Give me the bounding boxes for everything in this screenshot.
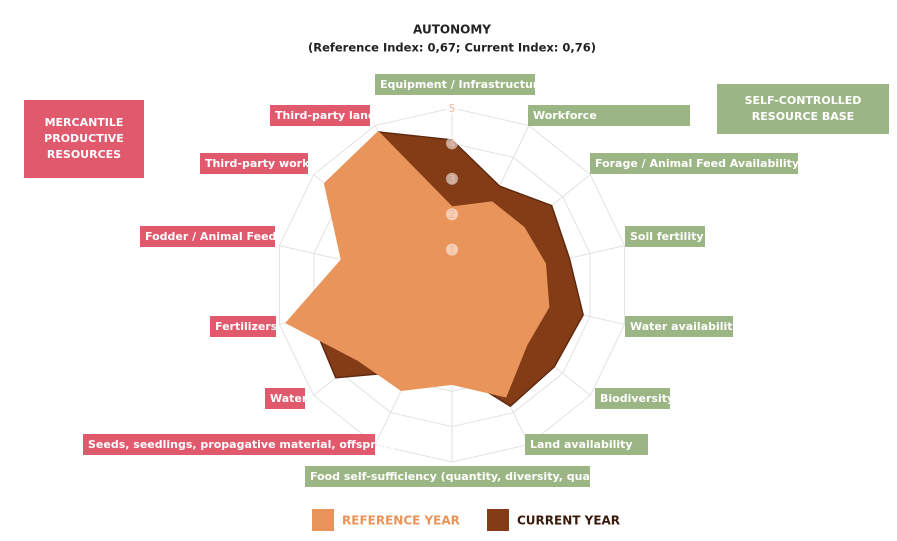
category-label: Food self-sufficiency (quantity, diversi…: [310, 470, 615, 483]
category-label: Water: [270, 392, 308, 405]
category-box: [625, 226, 705, 247]
tick-badge: [446, 137, 458, 150]
tick-badge: [446, 243, 458, 256]
category-label: Land availability: [530, 438, 633, 451]
legend-label: CURRENT YEAR: [517, 514, 620, 528]
chart-title: AUTONOMY: [413, 23, 491, 37]
category-label: Forage / Animal Feed Availability: [595, 157, 799, 170]
legend-swatch: [487, 509, 509, 531]
r-tick-label: 5: [449, 102, 456, 115]
group-label: PRODUCTIVE: [44, 132, 124, 145]
legend-label: REFERENCE YEAR: [342, 514, 460, 528]
group-label: MERCANTILE: [45, 116, 124, 129]
category-label: Biodiversity: [600, 392, 674, 405]
r-tick-label: 1: [449, 244, 456, 257]
group-box: [717, 84, 889, 134]
radar-area: [285, 131, 550, 398]
category-box: [270, 105, 370, 126]
category-box: [625, 316, 733, 337]
category-box: [265, 388, 305, 409]
group-box: [24, 100, 144, 178]
category-label: Fertilizers: [215, 320, 278, 333]
category-label: Seeds, seedlings, propagative material, …: [88, 438, 395, 451]
category-label: Workforce: [533, 109, 597, 122]
category-label: Third-party work: [205, 157, 310, 170]
category-box: [200, 153, 308, 174]
category-label: Fodder / Animal Feed: [145, 230, 276, 243]
group-label: SELF-CONTROLLED: [745, 94, 862, 107]
category-label: Water availability: [630, 320, 740, 333]
category-label: Soil fertility: [630, 230, 704, 243]
tick-badge: [446, 102, 458, 114]
tick-badge: [446, 208, 458, 221]
group-label: RESOURCE BASE: [752, 110, 854, 123]
legend-swatch: [312, 509, 334, 531]
category-box: [305, 466, 590, 487]
category-box: [210, 316, 276, 337]
category-box: [83, 434, 375, 455]
r-tick-label: 2: [449, 208, 456, 221]
tick-badge: [446, 172, 458, 185]
category-label: Third-party land: [275, 109, 376, 122]
category-box: [590, 153, 798, 174]
category-box: [595, 388, 670, 409]
chart-subtitle: (Reference Index: 0,67; Current Index: 0…: [308, 41, 596, 55]
group-label: RESOURCES: [47, 148, 121, 161]
category-box: [375, 74, 535, 95]
category-box: [525, 434, 648, 455]
category-label: Equipment / Infrastructure: [380, 78, 546, 91]
category-box: [140, 226, 275, 247]
r-tick-label: 3: [449, 173, 456, 186]
r-tick-label: 4: [449, 137, 456, 150]
category-box: [528, 105, 690, 126]
